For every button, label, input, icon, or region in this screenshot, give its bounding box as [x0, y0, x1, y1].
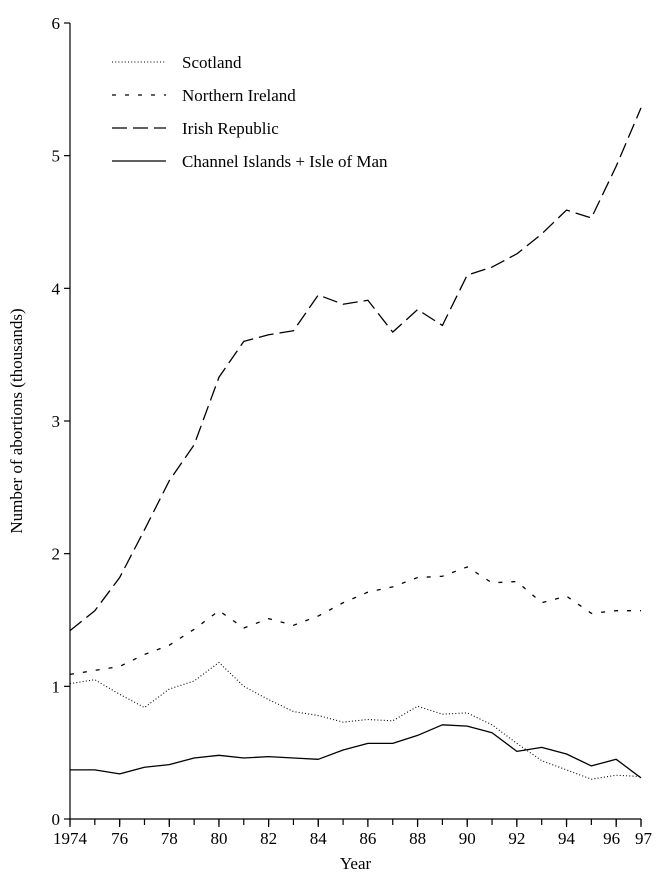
- x-tick-label: 82: [260, 829, 277, 848]
- y-tick-label: 0: [52, 810, 61, 829]
- legend-label: Northern Ireland: [182, 86, 296, 105]
- axes: [69, 23, 641, 820]
- y-tick-label: 2: [52, 545, 61, 564]
- y-tick-label: 6: [52, 14, 61, 33]
- x-tick-label: 84: [310, 829, 328, 848]
- x-tick-label: 97: [635, 829, 653, 848]
- x-tick-label: 94: [558, 829, 576, 848]
- y-axis-title: Number of abortions (thousands): [7, 308, 26, 533]
- x-tick-label: 78: [161, 829, 178, 848]
- x-tick-label: 76: [111, 829, 128, 848]
- y-tick-label: 1: [52, 677, 61, 696]
- x-tick-label: 96: [603, 829, 620, 848]
- series-line-irish-republic: [69, 107, 642, 632]
- y-tick-label: 4: [52, 279, 61, 298]
- legend-label: Scotland: [182, 53, 242, 72]
- series-line-channel-islands-isle-of-man: [70, 724, 642, 779]
- x-tick-label: 86: [359, 829, 376, 848]
- x-tick-label: 88: [409, 829, 426, 848]
- x-tick-label: 1974: [53, 829, 88, 848]
- x-tick-label: 90: [459, 829, 476, 848]
- y-tick-label: 3: [52, 412, 61, 431]
- series-lines: [69, 107, 642, 780]
- legend-label: Channel Islands + Isle of Man: [182, 152, 388, 171]
- x-tick-label: 92: [508, 829, 525, 848]
- legend: Scotland Northern Ireland Irish Republic Ch…: [112, 53, 388, 171]
- x-tick-label: 80: [210, 829, 227, 848]
- y-tick-label: 5: [52, 147, 61, 166]
- legend-label: Irish Republic: [182, 119, 279, 138]
- axis-ticks: 0 1 2 3 4 5 6 1974 76 78 80 82 84 86 88 90 92 94 96 97: [52, 14, 653, 848]
- x-axis-title: Year: [340, 854, 372, 873]
- series-line-northern-ireland: [69, 566, 641, 676]
- series-line-scotland: [69, 661, 642, 780]
